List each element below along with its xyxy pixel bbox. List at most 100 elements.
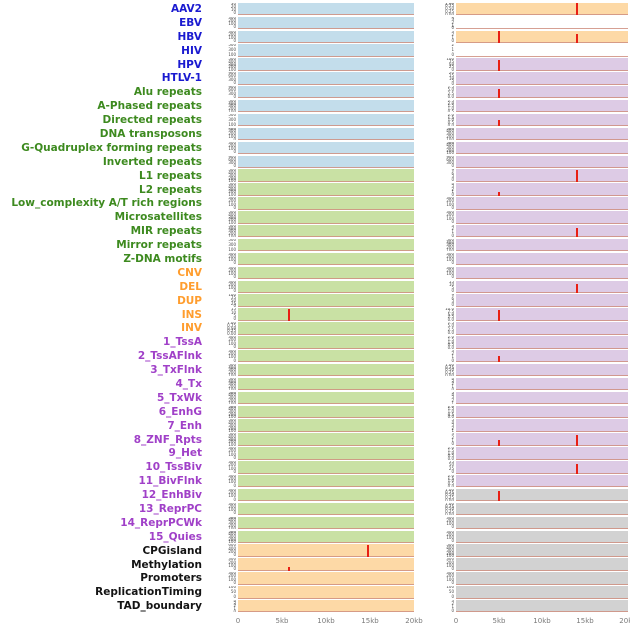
y-tick-label: 0.0 [447, 483, 454, 488]
track-panel-left [238, 280, 414, 293]
track-row: TAD_boundary 4 3 2 1 0 3 2 1 0 [0, 599, 630, 613]
y-tick-label: 3 [451, 378, 454, 384]
y-tick-label: 200 [228, 267, 236, 273]
signal-baseline [456, 264, 628, 266]
y-tick-label: 2.0 [447, 475, 454, 479]
y-tick-label: 400 [228, 100, 236, 106]
y-tick-label: 100 [228, 562, 236, 568]
track-panel-left [238, 419, 414, 432]
y-tick-label: 0 [451, 468, 454, 474]
y-tick-label: 1 [451, 428, 454, 432]
y-tick-label: 1 [451, 400, 454, 405]
y-tick-label: 4 [451, 420, 454, 426]
track-panel-left [238, 86, 414, 99]
y-tick-label: 0.25 [445, 370, 454, 376]
signal-baseline [238, 333, 414, 335]
y-axis-ticks: 300 200 100 0 [207, 461, 238, 473]
y-tick-label: 0.0 [447, 329, 454, 335]
y-tick-label: 0.75 [227, 322, 236, 328]
signal-baseline [238, 180, 414, 182]
y-tick-label: 2 [451, 186, 454, 192]
y-tick-label: 0.00 [445, 511, 454, 516]
track-panel-right [456, 530, 628, 543]
y-tick-label: 100 [446, 201, 454, 207]
signal-baseline [238, 83, 414, 85]
signal-spike [576, 3, 579, 16]
track-label: DNA transposons [99, 127, 202, 140]
y-axis-ticks: 30 20 10 0 [207, 3, 238, 15]
signal-baseline [238, 514, 414, 516]
y-tick-label: 200 [228, 522, 236, 528]
track-row: L2 repeats 500 400 300 200 100 4 3 2 1 0 [0, 183, 630, 197]
x-tick-label: 0 [235, 617, 241, 626]
y-tick-label: 100 [228, 539, 236, 543]
y-tick-label: 200 [228, 397, 236, 403]
y-tick-label: 0 [451, 67, 454, 71]
y-tick-label: 300 [228, 61, 236, 67]
track-row: 2_TssAFlnk 300 200 100 0 3 2 1 0 [0, 349, 630, 363]
y-tick-label: 300 [228, 141, 236, 145]
signal-baseline [238, 236, 414, 238]
y-tick-label: 400 [228, 184, 236, 190]
x-tick-label: 0 [453, 617, 459, 626]
y-tick-label: 9 [451, 169, 454, 173]
signal-baseline [238, 389, 414, 391]
y-tick-label: 0.0 [447, 93, 454, 99]
track-row: 15_Quies 500 400 300 200 100 300 200 100 0 [0, 530, 630, 544]
track-panel-right [456, 544, 628, 557]
y-tick-label: 0 [233, 357, 236, 363]
y-axis-ticks: 500 300 100 [207, 239, 238, 251]
y-tick-label: 100 [228, 108, 236, 113]
y-axis-ticks: 10.0 7.5 5.0 2.5 0.0 [414, 308, 456, 320]
y-axis-ticks: 900 600 300 0 [414, 156, 456, 168]
y-tick-label: 300 [228, 408, 236, 414]
signal-spike [498, 440, 500, 446]
y-tick-label: 300 [446, 197, 454, 201]
y-tick-label: 200 [446, 198, 454, 204]
signal-baseline [238, 486, 414, 488]
y-tick-label: 100 [228, 428, 236, 432]
y-tick-label: 10.0 [445, 308, 454, 312]
y-tick-label: 200 [446, 531, 454, 537]
y-tick-label: 400 [228, 225, 236, 231]
y-tick-label: 300 [228, 197, 236, 201]
y-axis-ticks: 500 400 300 200 100 [207, 531, 238, 543]
track-panel-right [456, 225, 628, 238]
y-tick-label: 200 [228, 425, 236, 431]
y-tick-label: 100 [228, 192, 236, 196]
signal-baseline [238, 41, 414, 43]
y-tick-label: 200 [228, 254, 236, 259]
y-tick-label: 0.00 [445, 372, 454, 377]
track-panel-left [238, 211, 414, 224]
y-tick-label: 4 [233, 600, 236, 604]
y-axis-ticks: 500 400 300 200 100 [207, 419, 238, 431]
signal-baseline [456, 194, 628, 196]
y-tick-label: 500 [228, 391, 236, 395]
signal-baseline [456, 403, 628, 405]
track-panel-left [238, 2, 414, 16]
y-tick-label: 100 [228, 257, 236, 263]
track-label: HTLV-1 [161, 72, 202, 85]
y-tick-label: 15 [230, 308, 236, 312]
y-tick-label: 400 [228, 531, 236, 537]
track-panel-right [456, 475, 628, 488]
y-tick-label: 1.00 [445, 363, 454, 367]
y-tick-label: 300 [228, 159, 236, 165]
y-tick-label: 0 [233, 288, 236, 293]
signal-baseline [456, 55, 628, 57]
y-tick-label: 300 [228, 128, 236, 134]
track-panel-left [238, 600, 414, 613]
x-tick-label: 10kb [317, 617, 335, 626]
track-panel-right [456, 211, 628, 224]
y-tick-label: 0 [233, 593, 236, 599]
y-tick-label: 200 [446, 147, 454, 153]
y-tick-label: 10 [448, 281, 454, 287]
signal-baseline [238, 611, 414, 613]
y-tick-label: 5.0 [447, 311, 454, 317]
track-label: 13_ReprPC [138, 503, 202, 515]
signal-baseline [238, 458, 414, 460]
y-tick-label: 0 [233, 163, 236, 168]
y-tick-label: 50 [448, 61, 454, 67]
signal-baseline [456, 486, 628, 488]
